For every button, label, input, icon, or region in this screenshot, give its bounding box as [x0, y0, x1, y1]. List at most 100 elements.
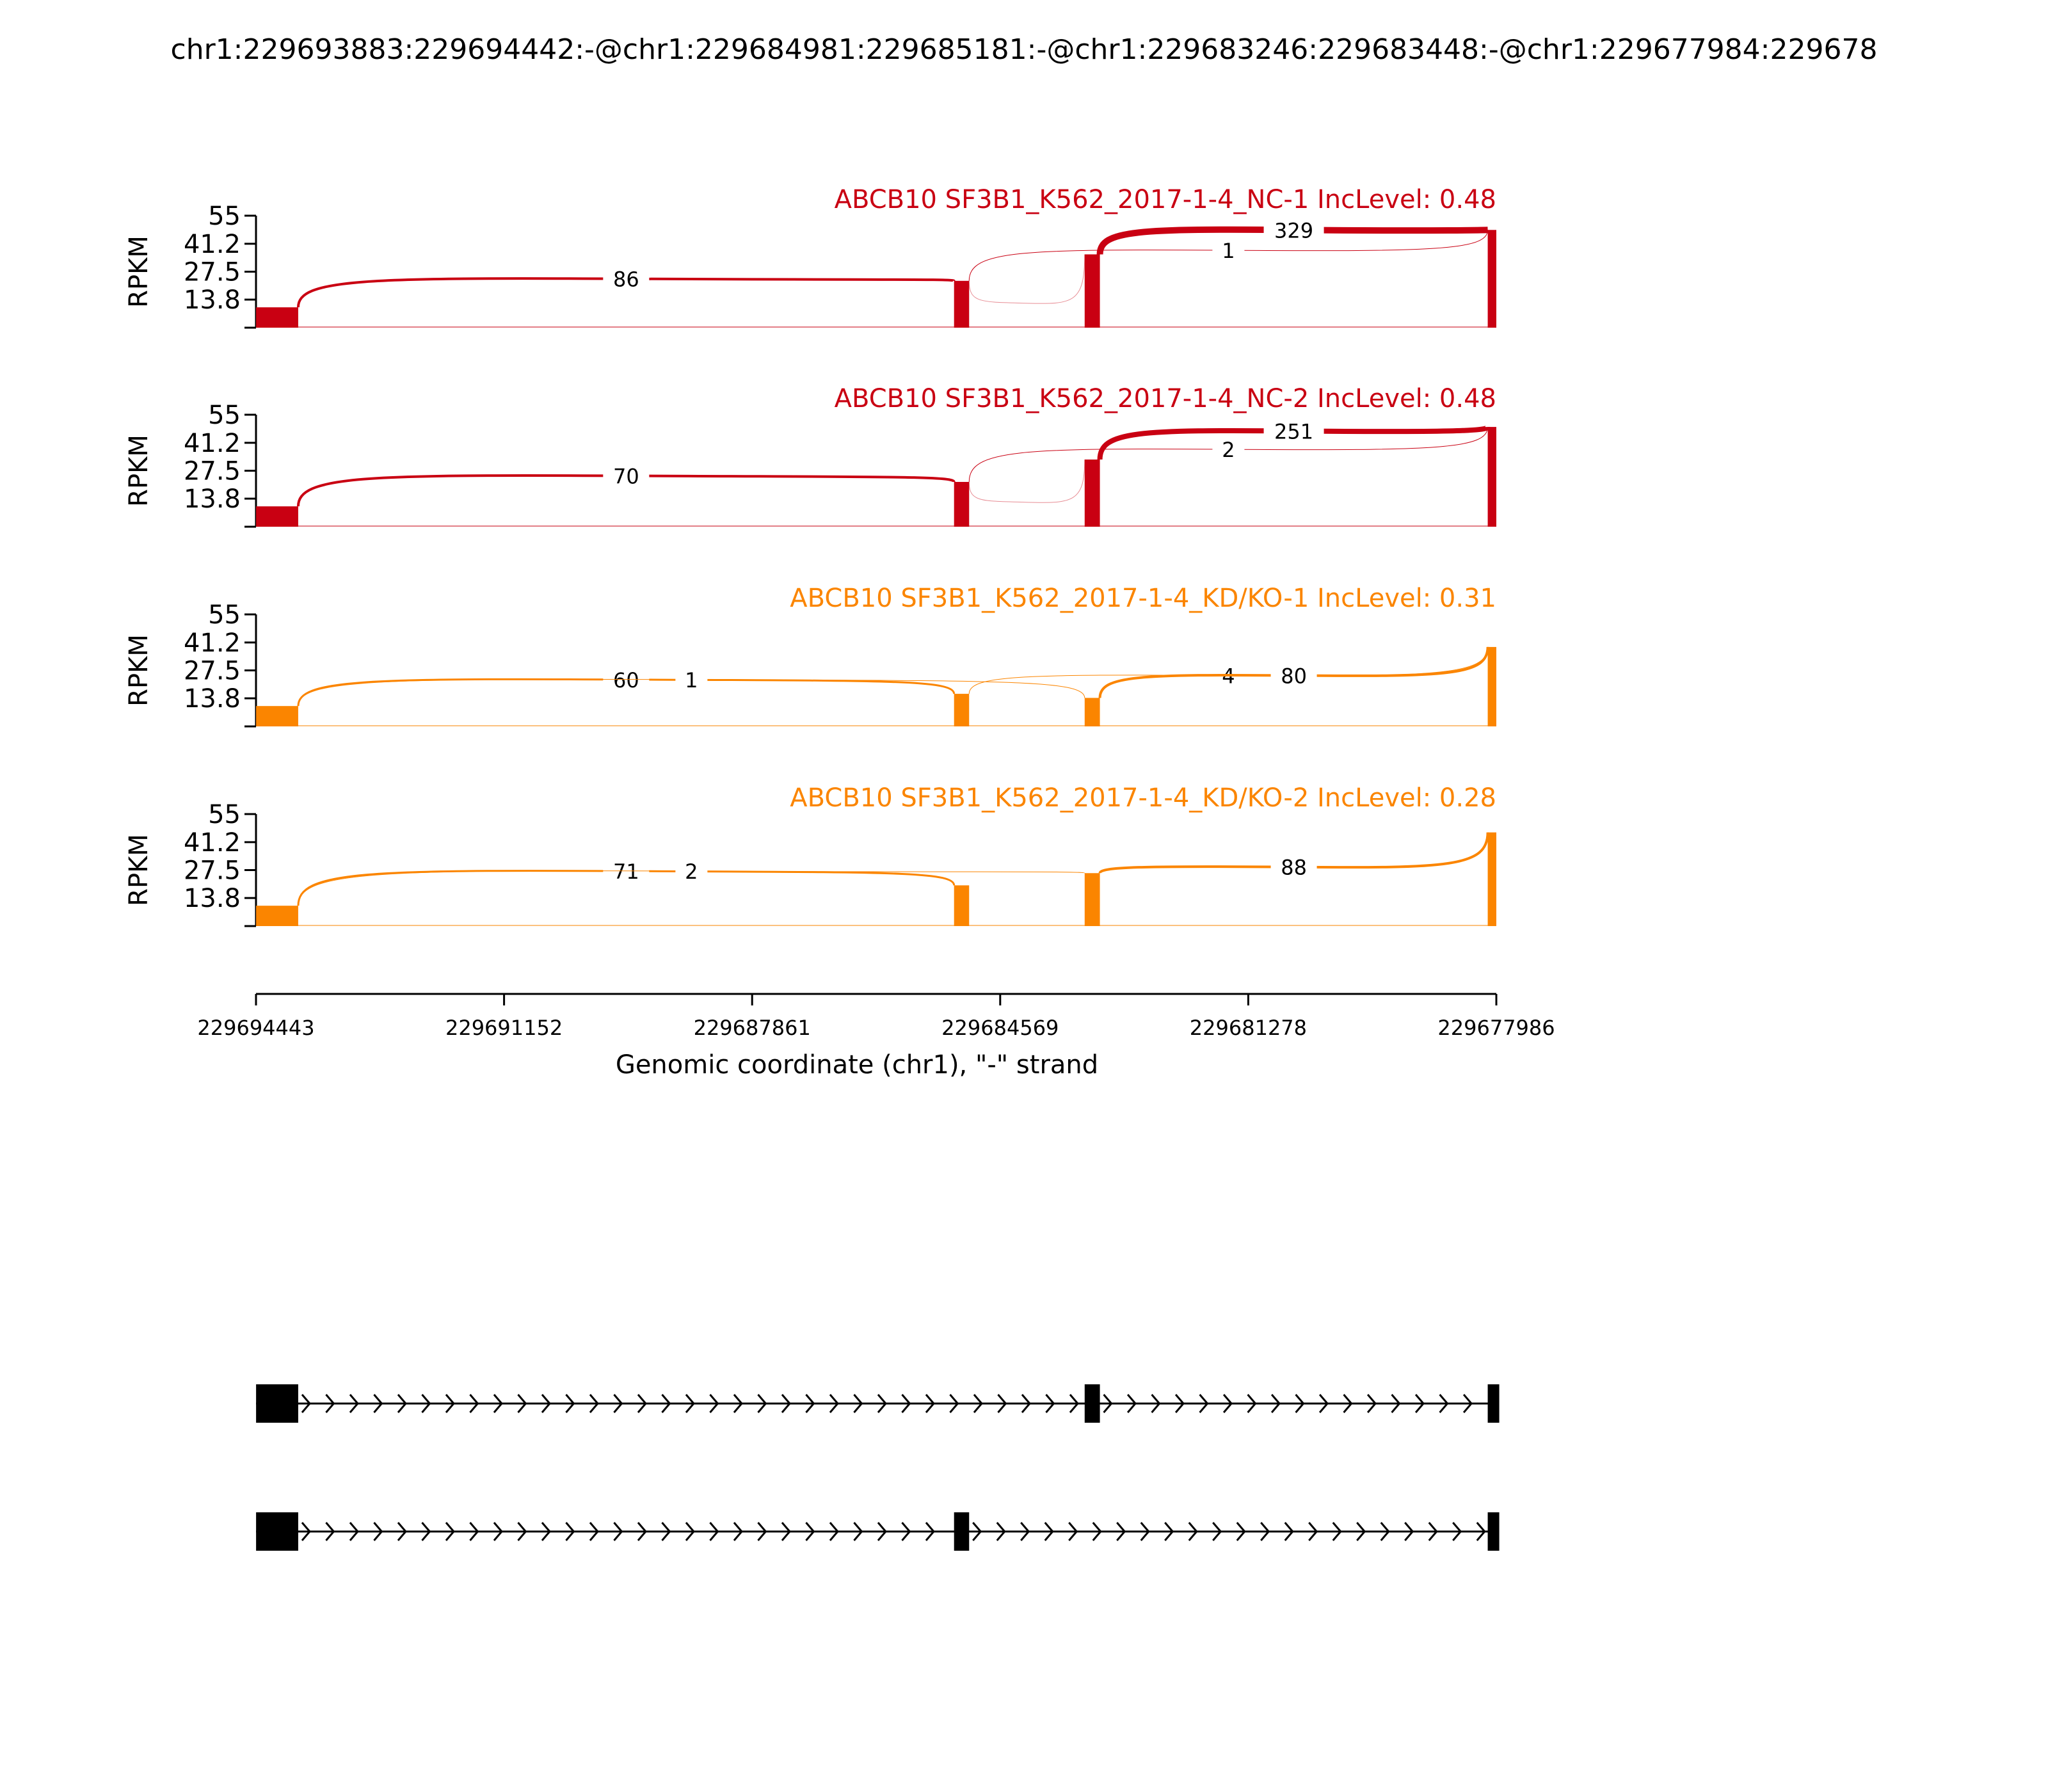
- x-tick-label: 229687861: [694, 1016, 811, 1040]
- junction-count: 60: [613, 668, 639, 692]
- strand-arrow: [589, 1522, 599, 1541]
- strand-arrow: [877, 1394, 887, 1413]
- strand-arrow: [757, 1394, 767, 1413]
- y-tick-label: 27.5: [184, 457, 241, 486]
- strand-arrow: [877, 1522, 887, 1541]
- strand-arrow: [1404, 1522, 1414, 1541]
- strand-arrow: [1212, 1522, 1222, 1541]
- junction-label-bg: [675, 857, 708, 886]
- strand-arrow: [1356, 1522, 1366, 1541]
- y-tick-label: 27.5: [184, 657, 241, 686]
- strand-arrow: [637, 1522, 647, 1541]
- strand-arrow: [1284, 1522, 1294, 1541]
- coverage-bar: [256, 706, 298, 726]
- y-axis-label: RPKM: [124, 834, 154, 906]
- strand-arrow: [1140, 1522, 1150, 1541]
- coverage-bar: [256, 506, 298, 527]
- strand-arrow: [493, 1522, 503, 1541]
- coverage-bar: [1084, 460, 1100, 527]
- isoform-exon: [954, 1512, 970, 1551]
- isoform-2: [256, 1512, 1500, 1551]
- track-title: ABCB10 SF3B1_K562_2017-1-4_NC-2 IncLevel…: [835, 384, 1496, 413]
- strand-arrow: [757, 1522, 767, 1541]
- strand-arrow: [1247, 1394, 1257, 1413]
- y-axis-label: RPKM: [124, 634, 154, 707]
- strand-arrow: [421, 1394, 431, 1413]
- figure-title: chr1:229693883:229694442:-@chr1:22968498…: [171, 33, 1878, 66]
- strand-arrow: [1092, 1522, 1102, 1541]
- strand-arrow: [637, 1394, 647, 1413]
- coverage-bar: [1084, 254, 1100, 328]
- isoform-exon: [1487, 1512, 1500, 1551]
- strand-arrow: [805, 1394, 815, 1413]
- strand-arrow: [1343, 1394, 1353, 1413]
- y-axis-label: RPKM: [124, 435, 154, 507]
- strand-arrow: [805, 1522, 815, 1541]
- strand-arrow: [685, 1522, 695, 1541]
- junction-count: 86: [613, 268, 639, 292]
- junction-count: 71: [613, 860, 639, 884]
- strand-arrow: [349, 1394, 359, 1413]
- strand-arrow: [901, 1522, 911, 1541]
- y-tick-label: 13.8: [184, 684, 241, 714]
- junction-count: 80: [1281, 664, 1307, 688]
- junction-label-bg: [603, 264, 650, 293]
- strand-arrow: [1476, 1522, 1486, 1541]
- strand-arrow: [397, 1522, 407, 1541]
- strand-arrow: [565, 1394, 575, 1413]
- y-tick-label: 55: [208, 600, 241, 630]
- junction-count: 70: [613, 464, 639, 488]
- junction-label-bg: [1212, 236, 1245, 265]
- junction-count: 251: [1274, 419, 1313, 444]
- strand-arrow: [829, 1394, 839, 1413]
- strand-arrow: [1414, 1394, 1425, 1413]
- isoform-exon: [1487, 1384, 1500, 1423]
- strand-arrow: [996, 1522, 1006, 1541]
- strand-arrow: [733, 1522, 743, 1541]
- strand-arrow: [997, 1394, 1007, 1413]
- strand-arrow: [517, 1522, 527, 1541]
- strand-arrow: [301, 1522, 311, 1541]
- strand-arrow: [349, 1522, 359, 1541]
- strand-arrow: [1222, 1394, 1233, 1413]
- strand-arrow: [709, 1394, 719, 1413]
- y-tick-label: 27.5: [184, 258, 241, 287]
- strand-arrow: [853, 1522, 863, 1541]
- y-tick-label: 13.8: [184, 884, 241, 913]
- strand-arrow: [1308, 1522, 1318, 1541]
- strand-arrow: [541, 1522, 551, 1541]
- strand-arrow: [661, 1394, 671, 1413]
- strand-arrow: [493, 1394, 503, 1413]
- coverage-bar: [1487, 427, 1496, 527]
- strand-arrow: [853, 1394, 863, 1413]
- junction-count: 2: [1222, 438, 1235, 462]
- junction-label-bg: [603, 461, 650, 490]
- strand-arrow: [1164, 1522, 1174, 1541]
- y-tick-label: 27.5: [184, 856, 241, 886]
- coverage-bar: [954, 885, 970, 926]
- strand-arrow: [517, 1394, 527, 1413]
- strand-arrow: [1103, 1394, 1113, 1413]
- coverage-bar: [954, 482, 970, 527]
- junction-arc: [968, 254, 1085, 304]
- coverage-bar: [256, 906, 298, 926]
- strand-arrow: [1439, 1394, 1449, 1413]
- coverage-bar: [1487, 832, 1496, 926]
- strand-arrow: [541, 1394, 551, 1413]
- strand-arrow: [1462, 1394, 1473, 1413]
- strand-arrow: [1332, 1522, 1342, 1541]
- y-tick-label: 55: [208, 800, 241, 829]
- y-tick-label: 55: [208, 202, 241, 231]
- junction-count: 1: [1222, 239, 1235, 263]
- strand-arrow: [1366, 1394, 1377, 1413]
- junction-count: 88: [1281, 856, 1307, 880]
- junction-count: 1: [685, 668, 698, 692]
- junction-arc: [968, 459, 1085, 503]
- junction-label-bg: [1270, 661, 1317, 690]
- coverage-bar: [1487, 230, 1496, 328]
- strand-arrow: [925, 1394, 935, 1413]
- strand-arrow: [1380, 1522, 1390, 1541]
